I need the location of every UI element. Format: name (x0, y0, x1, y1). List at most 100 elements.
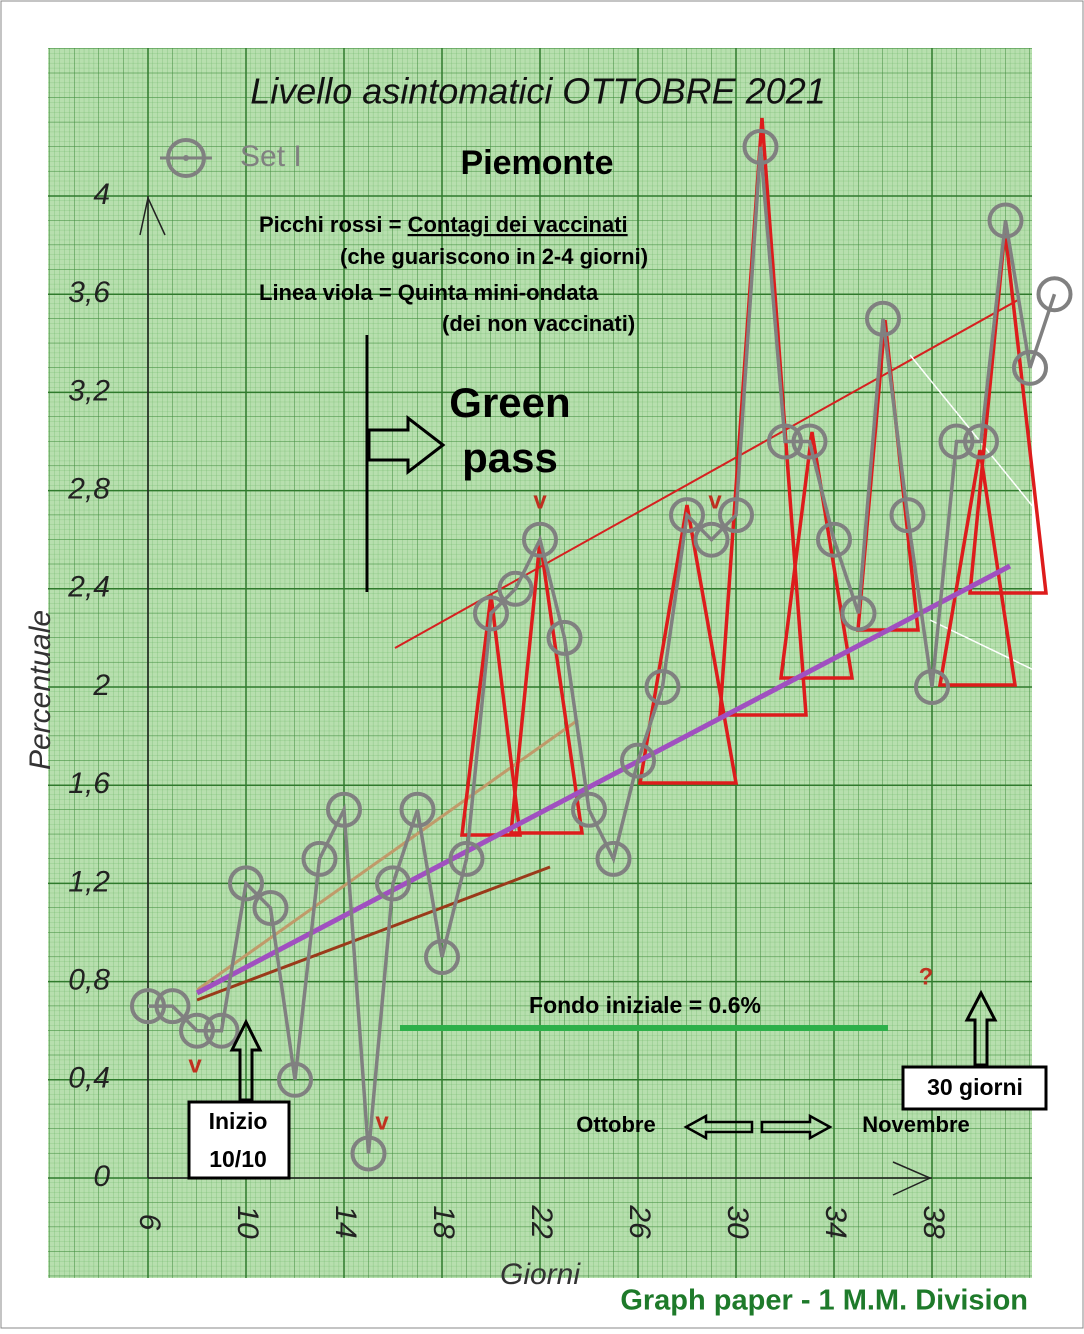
point (1012, 349, 1048, 386)
annotation: Novembre (862, 1112, 970, 1137)
peak-triangle (937, 449, 1018, 687)
annotation: Piemonte (460, 144, 613, 182)
annotation: Graph paper - 1 M.M. Division (620, 1285, 1028, 1317)
point (693, 521, 730, 558)
point (546, 619, 583, 656)
arrow (229, 1018, 263, 1102)
annotation: pass (462, 434, 558, 481)
point (767, 423, 803, 460)
arrow (964, 989, 998, 1067)
point (473, 595, 509, 632)
x-axis-arrow (892, 1161, 932, 1196)
x-tick-label: 22 (525, 1204, 558, 1239)
arrow (760, 1113, 833, 1141)
trend-line (196, 865, 551, 1002)
point (742, 128, 779, 165)
annotation: v (188, 1051, 202, 1078)
y-tick-label: 0 (93, 1160, 110, 1193)
y-tick-label: 2,8 (67, 473, 110, 506)
point (424, 939, 460, 976)
x-tick-label: 14 (329, 1205, 362, 1238)
point (326, 791, 362, 828)
point (938, 423, 975, 460)
point (718, 497, 754, 534)
y-tick-label: 3,6 (68, 276, 110, 309)
trend-line-purple (195, 563, 1012, 996)
annotation: Ottobre (576, 1112, 655, 1137)
point (448, 840, 485, 877)
annotation: ? (919, 963, 934, 990)
y-tick-label: 0,4 (68, 1062, 110, 1095)
annotation: Green (449, 379, 570, 426)
point (203, 1012, 240, 1049)
y-tick-label: 4 (93, 178, 110, 211)
x-tick-label: 38 (917, 1205, 950, 1239)
point (595, 840, 632, 877)
trend-line (196, 718, 579, 992)
point (816, 521, 852, 558)
box (187, 1100, 291, 1180)
point (644, 669, 681, 705)
trend-line (929, 619, 1066, 686)
y-axis-label: Percentuale (24, 610, 57, 770)
point (228, 865, 264, 902)
point (154, 988, 191, 1025)
chart-title: Livello asintomatici OTTOBRE 2021 (250, 71, 826, 112)
peak-triangle (460, 594, 522, 837)
point (130, 988, 166, 1025)
x-axis-label: Giorni (500, 1258, 581, 1291)
series-line (148, 146, 1057, 1154)
point (277, 1061, 313, 1098)
y-tick-label: 0,8 (68, 964, 110, 997)
point (522, 521, 558, 558)
annotation: Contagi dei vaccinati (408, 212, 628, 237)
point (889, 497, 926, 534)
annotation: Fondo iniziale = 0.6% (529, 992, 761, 1018)
point (840, 595, 877, 632)
annotation: Inizio (209, 1108, 268, 1134)
x-tick-label: 34 (819, 1205, 852, 1238)
peak-triangle (509, 539, 585, 835)
annotation: Picchi rossi = Contagi dei vaccinati (259, 212, 628, 237)
annotation: v (708, 487, 722, 514)
point (865, 300, 901, 337)
x-tick-label: 26 (623, 1204, 656, 1239)
box (901, 1065, 1048, 1111)
y-axis-arrow (139, 195, 166, 236)
point (350, 1135, 387, 1172)
point (301, 840, 338, 877)
x-tick-label: 18 (427, 1205, 460, 1239)
point (399, 791, 436, 828)
peak-triangle (968, 229, 1048, 595)
arrow (683, 1113, 754, 1141)
annotation: v (375, 1108, 389, 1135)
point (375, 865, 411, 902)
annotation: 30 giorni (927, 1074, 1023, 1100)
peak-triangle (637, 504, 739, 785)
point (791, 423, 828, 460)
annotation: (dei non vaccinati) (442, 311, 635, 336)
point (571, 791, 607, 828)
point (252, 889, 289, 926)
point (963, 423, 999, 460)
annotation: Linea viola = Quinta mini-ondata (259, 280, 599, 305)
x-tick-label: 6 (133, 1214, 166, 1231)
point (669, 497, 705, 534)
x-tick-label: 10 (231, 1205, 264, 1239)
annotation: (che guariscono in 2-4 giorni) (340, 244, 648, 269)
annotation: 10/10 (209, 1146, 267, 1172)
legend-label: Set I (240, 140, 302, 173)
point (179, 1012, 215, 1049)
y-tick-label: 3,2 (68, 374, 110, 407)
annotation: Picchi rossi = (259, 212, 401, 237)
point (620, 742, 656, 779)
y-tick-label: 1,6 (68, 767, 110, 800)
y-tick-label: 1,2 (68, 865, 110, 898)
point (987, 202, 1024, 239)
point (1036, 276, 1073, 313)
y-tick-label: 2,4 (67, 571, 110, 604)
x-tick-label: 30 (721, 1205, 754, 1239)
annotation: v (533, 487, 547, 514)
legend-dot (183, 155, 189, 161)
